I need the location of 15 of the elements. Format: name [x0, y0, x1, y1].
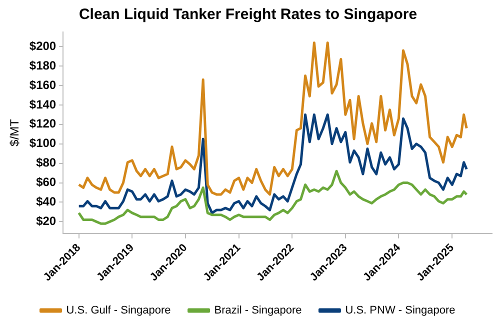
y-tick-label: $40 — [36, 194, 56, 209]
y-tick-label: $180 — [29, 58, 56, 72]
y-tick-label: $160 — [29, 78, 56, 92]
legend-label: U.S. Gulf - Singapore — [66, 304, 171, 317]
y-tick-label: $200 — [29, 38, 56, 53]
y-tick-label: $60 — [36, 175, 56, 190]
chart-title: Clean Liquid Tanker Freight Rates to Singapore — [78, 6, 418, 24]
y-tick-label: $100 — [29, 136, 56, 150]
legend-label: Brazil - Singapore — [214, 304, 302, 317]
y-axis-title: $/MT — [8, 118, 22, 146]
legend-label: U.S. PNW - Singapore — [345, 304, 456, 317]
y-tick-label: $120 — [29, 116, 56, 131]
y-tick-label: $80 — [36, 156, 56, 170]
y-tick-label: $20 — [36, 214, 56, 228]
y-tick-label: $140 — [29, 97, 56, 112]
